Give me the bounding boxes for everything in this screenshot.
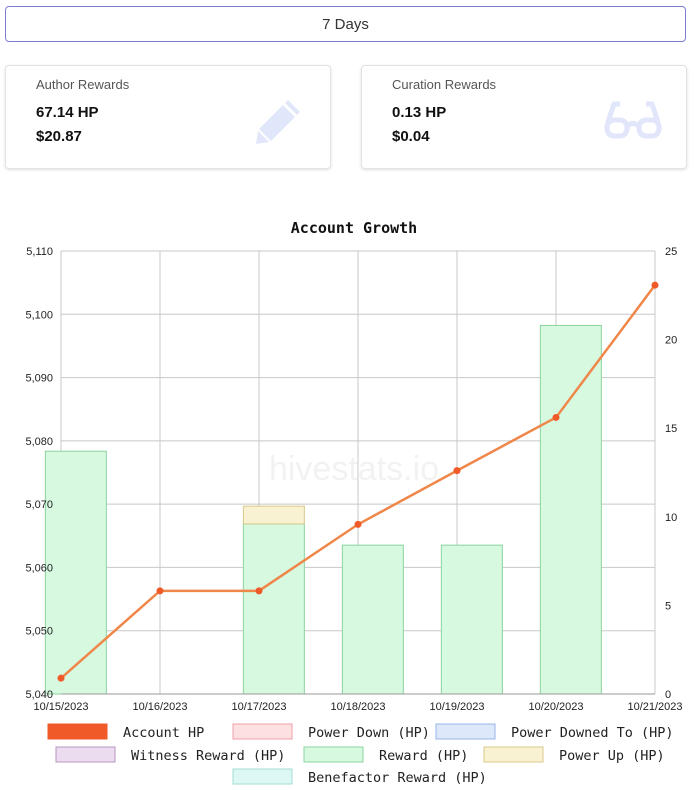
x-tick-label: 10/20/2023 [528, 701, 583, 713]
x-tick-label: 10/17/2023 [231, 701, 286, 713]
y-left-tick-label: 5,090 [25, 373, 53, 385]
y-right-tick-label: 5 [665, 600, 671, 612]
curation-rewards-card: Curation Rewards 0.13 HP $0.04 [361, 65, 687, 169]
legend-item[interactable]: Account HP [47, 723, 204, 741]
glasses-icon [604, 96, 662, 151]
legend-label: Account HP [123, 725, 204, 741]
reward-bar [539, 324, 602, 695]
legend-label: Power Downed To (HP) [511, 725, 674, 741]
account-hp-point [453, 467, 461, 475]
legend[interactable]: Account HP Power Down (HP) Power Downed To… [47, 723, 674, 786]
reward-bar [341, 544, 404, 695]
account-hp-point [255, 587, 263, 595]
watermark: hivestats.io [269, 450, 439, 488]
axes: 5,040 5,050 5,060 5,070 5,080 5,090 5,100 5,110… [25, 246, 682, 713]
y-right-tick-label: 0 [665, 689, 671, 701]
legend-label: Reward (HP) [379, 748, 468, 764]
legend-swatch [232, 723, 293, 740]
legend-item[interactable]: Power Downed To (HP) [435, 723, 674, 741]
pencil-icon [254, 96, 304, 151]
curation-rewards-title: Curation Rewards [392, 77, 497, 92]
x-tick-label: 10/19/2023 [429, 701, 484, 713]
account-hp-point [651, 281, 659, 289]
x-tick-label: 10/18/2023 [330, 701, 385, 713]
chart-title: Account Growth [291, 219, 417, 237]
legend-label: Power Up (HP) [559, 748, 665, 764]
account-hp-point [354, 520, 362, 528]
legend-label: Power Down (HP) [308, 725, 430, 741]
legend-swatch [435, 723, 496, 740]
curation-rewards-hp: 0.13 HP [392, 104, 447, 121]
y-left-tick-label: 5,050 [25, 626, 53, 638]
author-rewards-usd: $20.87 [36, 128, 82, 145]
period-label: 7 Days [322, 15, 369, 33]
author-rewards-card: Author Rewards 67.14 HP $20.87 [5, 65, 331, 169]
legend-item[interactable]: Reward (HP) [303, 746, 468, 764]
legend-swatch [232, 768, 293, 785]
reward-bar [242, 523, 305, 695]
y-right-tick-label: 25 [665, 246, 677, 258]
legend-swatch [483, 746, 544, 763]
legend-swatch [303, 746, 364, 763]
author-rewards-title: Author Rewards [36, 77, 130, 92]
power-up-bar [242, 505, 305, 525]
x-tick-label: 10/16/2023 [132, 701, 187, 713]
y-left-tick-label: 5,110 [26, 246, 53, 258]
reward-bar [440, 544, 503, 695]
legend-item[interactable]: Power Down (HP) [232, 723, 430, 741]
legend-item[interactable]: Witness Reward (HP) [55, 746, 285, 764]
y-right-tick-label: 10 [665, 512, 677, 524]
y-right-tick-label: 20 [665, 335, 677, 347]
author-rewards-hp: 67.14 HP [36, 104, 99, 121]
y-left-tick-label: 5,080 [25, 436, 53, 448]
legend-item[interactable]: Power Up (HP) [483, 746, 665, 764]
account-hp-point [156, 587, 164, 595]
y-left-tick-label: 5,070 [25, 499, 53, 511]
account-hp-point [57, 674, 65, 682]
account-growth-chart: Account Growth hivestats.io 5,0405,0505,… [25, 219, 682, 786]
y-left-tick-label: 5,040 [25, 689, 53, 701]
y-left-tick-label: 5,060 [25, 562, 53, 574]
line-series [57, 281, 659, 682]
legend-item[interactable]: Benefactor Reward (HP) [232, 768, 487, 786]
account-hp-point [552, 413, 560, 421]
bar-series [44, 324, 602, 695]
curation-rewards-usd: $0.04 [392, 128, 430, 145]
legend-label: Witness Reward (HP) [131, 748, 285, 764]
legend-swatch [47, 723, 108, 740]
y-right-tick-label: 15 [665, 423, 677, 435]
reward-bar [44, 450, 107, 695]
y-left-tick-label: 5,100 [25, 309, 53, 321]
x-tick-label: 10/21/2023 [627, 701, 682, 713]
period-selector-button[interactable]: 7 Days [5, 6, 686, 42]
legend-label: Benefactor Reward (HP) [308, 770, 487, 786]
x-tick-label: 10/15/2023 [33, 701, 88, 713]
legend-swatch [55, 746, 116, 763]
